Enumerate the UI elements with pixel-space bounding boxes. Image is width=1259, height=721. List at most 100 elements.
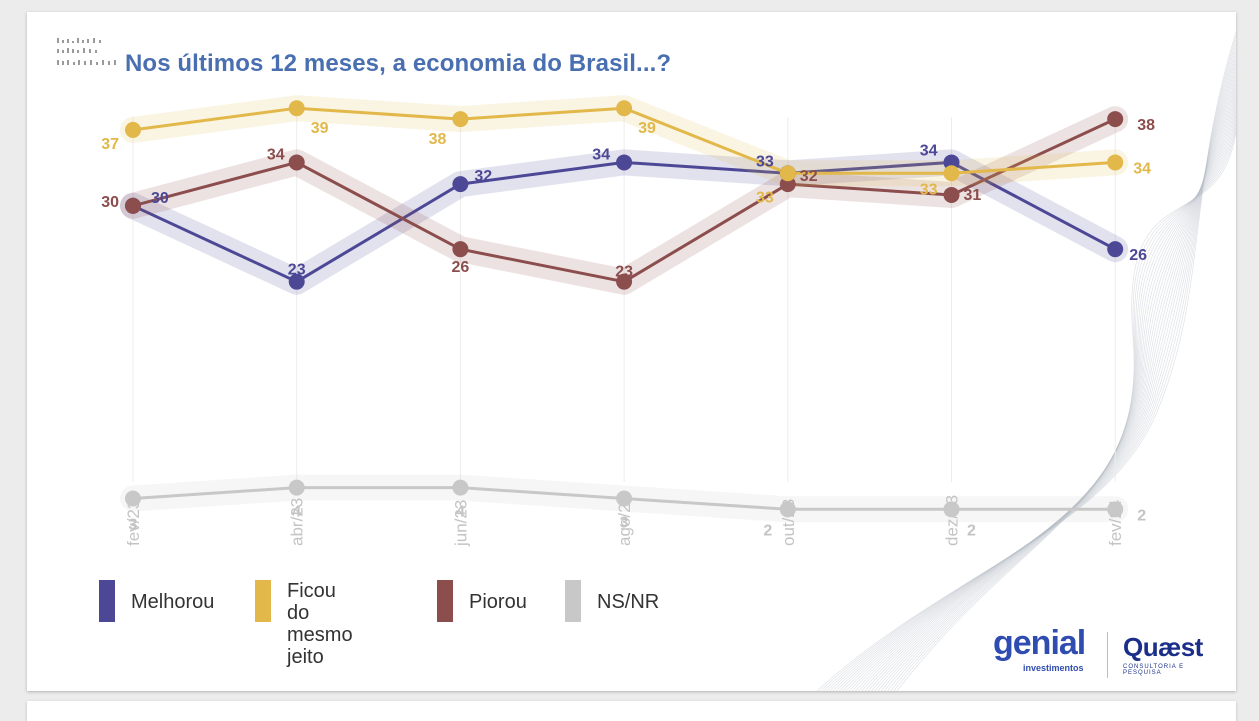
wave-line — [823, 39, 1236, 691]
wave-line — [848, 71, 1236, 691]
wave-line — [835, 55, 1236, 691]
data-label: 33 — [920, 181, 938, 198]
data-label: 30 — [151, 190, 169, 207]
data-point — [125, 197, 141, 214]
data-point — [452, 241, 469, 258]
legend-swatch — [565, 580, 581, 622]
data-label: 4 — [292, 504, 301, 521]
data-label: 31 — [964, 187, 982, 204]
next-card — [27, 701, 1236, 721]
data-label: 26 — [452, 259, 470, 276]
wave-line — [880, 111, 1236, 691]
data-point — [288, 273, 305, 290]
data-label: 3 — [129, 516, 138, 533]
data-label: 34 — [920, 142, 938, 159]
data-point — [125, 490, 141, 507]
data-label: 2 — [763, 522, 772, 539]
wave-line — [893, 127, 1236, 691]
data-label: 38 — [1137, 117, 1155, 134]
data-point — [616, 273, 633, 290]
line-chart: fev/23 abr/23 jun/23 ago/23 out/23 dez/23 fev/… — [101, 95, 1155, 547]
chart-card: Nos últimos 12 meses, a economia do Bras… — [27, 12, 1236, 691]
data-point — [288, 479, 305, 496]
data-label: 23 — [288, 262, 306, 279]
logo-divider — [1107, 632, 1108, 678]
data-point — [288, 154, 305, 171]
decorative-waves — [816, 31, 1236, 691]
wave-line — [864, 91, 1236, 691]
data-label: 33 — [756, 189, 774, 206]
x-tick-label: fev/23 — [124, 500, 143, 546]
data-point — [779, 165, 796, 182]
legend-label: Ficou do mesmo jeito — [287, 580, 353, 668]
data-point — [288, 100, 305, 117]
wave-line — [842, 63, 1236, 691]
logos: genial investimentos Quæst CONSULTORIA E… — [987, 624, 1217, 680]
quaest-logo-subtitle: CONSULTORIA E PESQUISA — [1123, 664, 1185, 676]
wave-line — [883, 115, 1236, 691]
data-label: 3 — [620, 514, 629, 531]
wave-line — [890, 123, 1236, 691]
wave-line — [896, 131, 1236, 691]
wave-line — [845, 67, 1236, 691]
data-point — [452, 111, 469, 128]
wave-line — [832, 51, 1236, 691]
legend-label: NS/NR — [597, 591, 660, 613]
wave-line — [816, 31, 1236, 691]
data-point — [616, 100, 633, 117]
data-point — [1107, 241, 1124, 258]
wave-line — [877, 107, 1236, 691]
legend-swatch — [99, 580, 115, 622]
wave-line — [819, 35, 1236, 691]
data-label: 34 — [267, 146, 285, 163]
wave-line — [839, 59, 1236, 691]
wave-line — [858, 83, 1236, 691]
data-label: 32 — [474, 168, 492, 185]
wave-line — [829, 47, 1236, 691]
data-point — [616, 154, 633, 171]
x-tick-label: abr/23 — [288, 498, 307, 546]
data-label: 4 — [456, 504, 465, 521]
legend-swatch — [437, 580, 453, 622]
wave-line — [887, 119, 1236, 691]
data-label: 23 — [615, 264, 633, 281]
data-point — [1107, 501, 1124, 518]
wave-line — [855, 79, 1236, 691]
data-point — [1107, 154, 1124, 171]
x-tick-label: jun/23 — [451, 500, 470, 547]
wave-line — [867, 95, 1236, 691]
data-label: 2 — [967, 522, 976, 539]
data-point — [1107, 111, 1124, 128]
wave-line — [861, 87, 1236, 691]
data-point — [125, 121, 141, 138]
genial-logo: genial — [993, 624, 1086, 662]
genial-logo-subtitle: investimentos — [1023, 663, 1084, 673]
legend-label: Melhorou — [131, 591, 215, 613]
data-label: 37 — [101, 136, 119, 153]
quaest-logo: Quæst — [1123, 632, 1203, 662]
legend-swatch — [255, 580, 271, 622]
title-decoration-icon — [57, 38, 116, 65]
chart-title: Nos últimos 12 meses, a economia do Bras… — [125, 50, 672, 77]
data-point — [452, 176, 469, 193]
data-point — [943, 186, 960, 203]
wave-line — [851, 75, 1236, 691]
data-label: 39 — [638, 120, 656, 137]
data-label: 33 — [756, 153, 774, 170]
x-tick-label: ago/23 — [615, 494, 634, 546]
data-point — [452, 479, 469, 496]
data-point — [943, 165, 960, 182]
data-label: 30 — [101, 194, 119, 211]
data-label: 26 — [1129, 247, 1147, 264]
data-label: 2 — [1137, 507, 1146, 524]
wave-line — [826, 43, 1236, 691]
data-label: 39 — [311, 120, 329, 137]
data-label: 34 — [1133, 160, 1151, 177]
data-point — [779, 501, 796, 518]
data-label: 38 — [429, 131, 447, 148]
data-point — [943, 501, 960, 518]
legend-label: Piorou — [469, 591, 527, 613]
data-label: 32 — [800, 168, 818, 185]
wave-line — [871, 99, 1236, 691]
data-label: 34 — [592, 146, 610, 163]
